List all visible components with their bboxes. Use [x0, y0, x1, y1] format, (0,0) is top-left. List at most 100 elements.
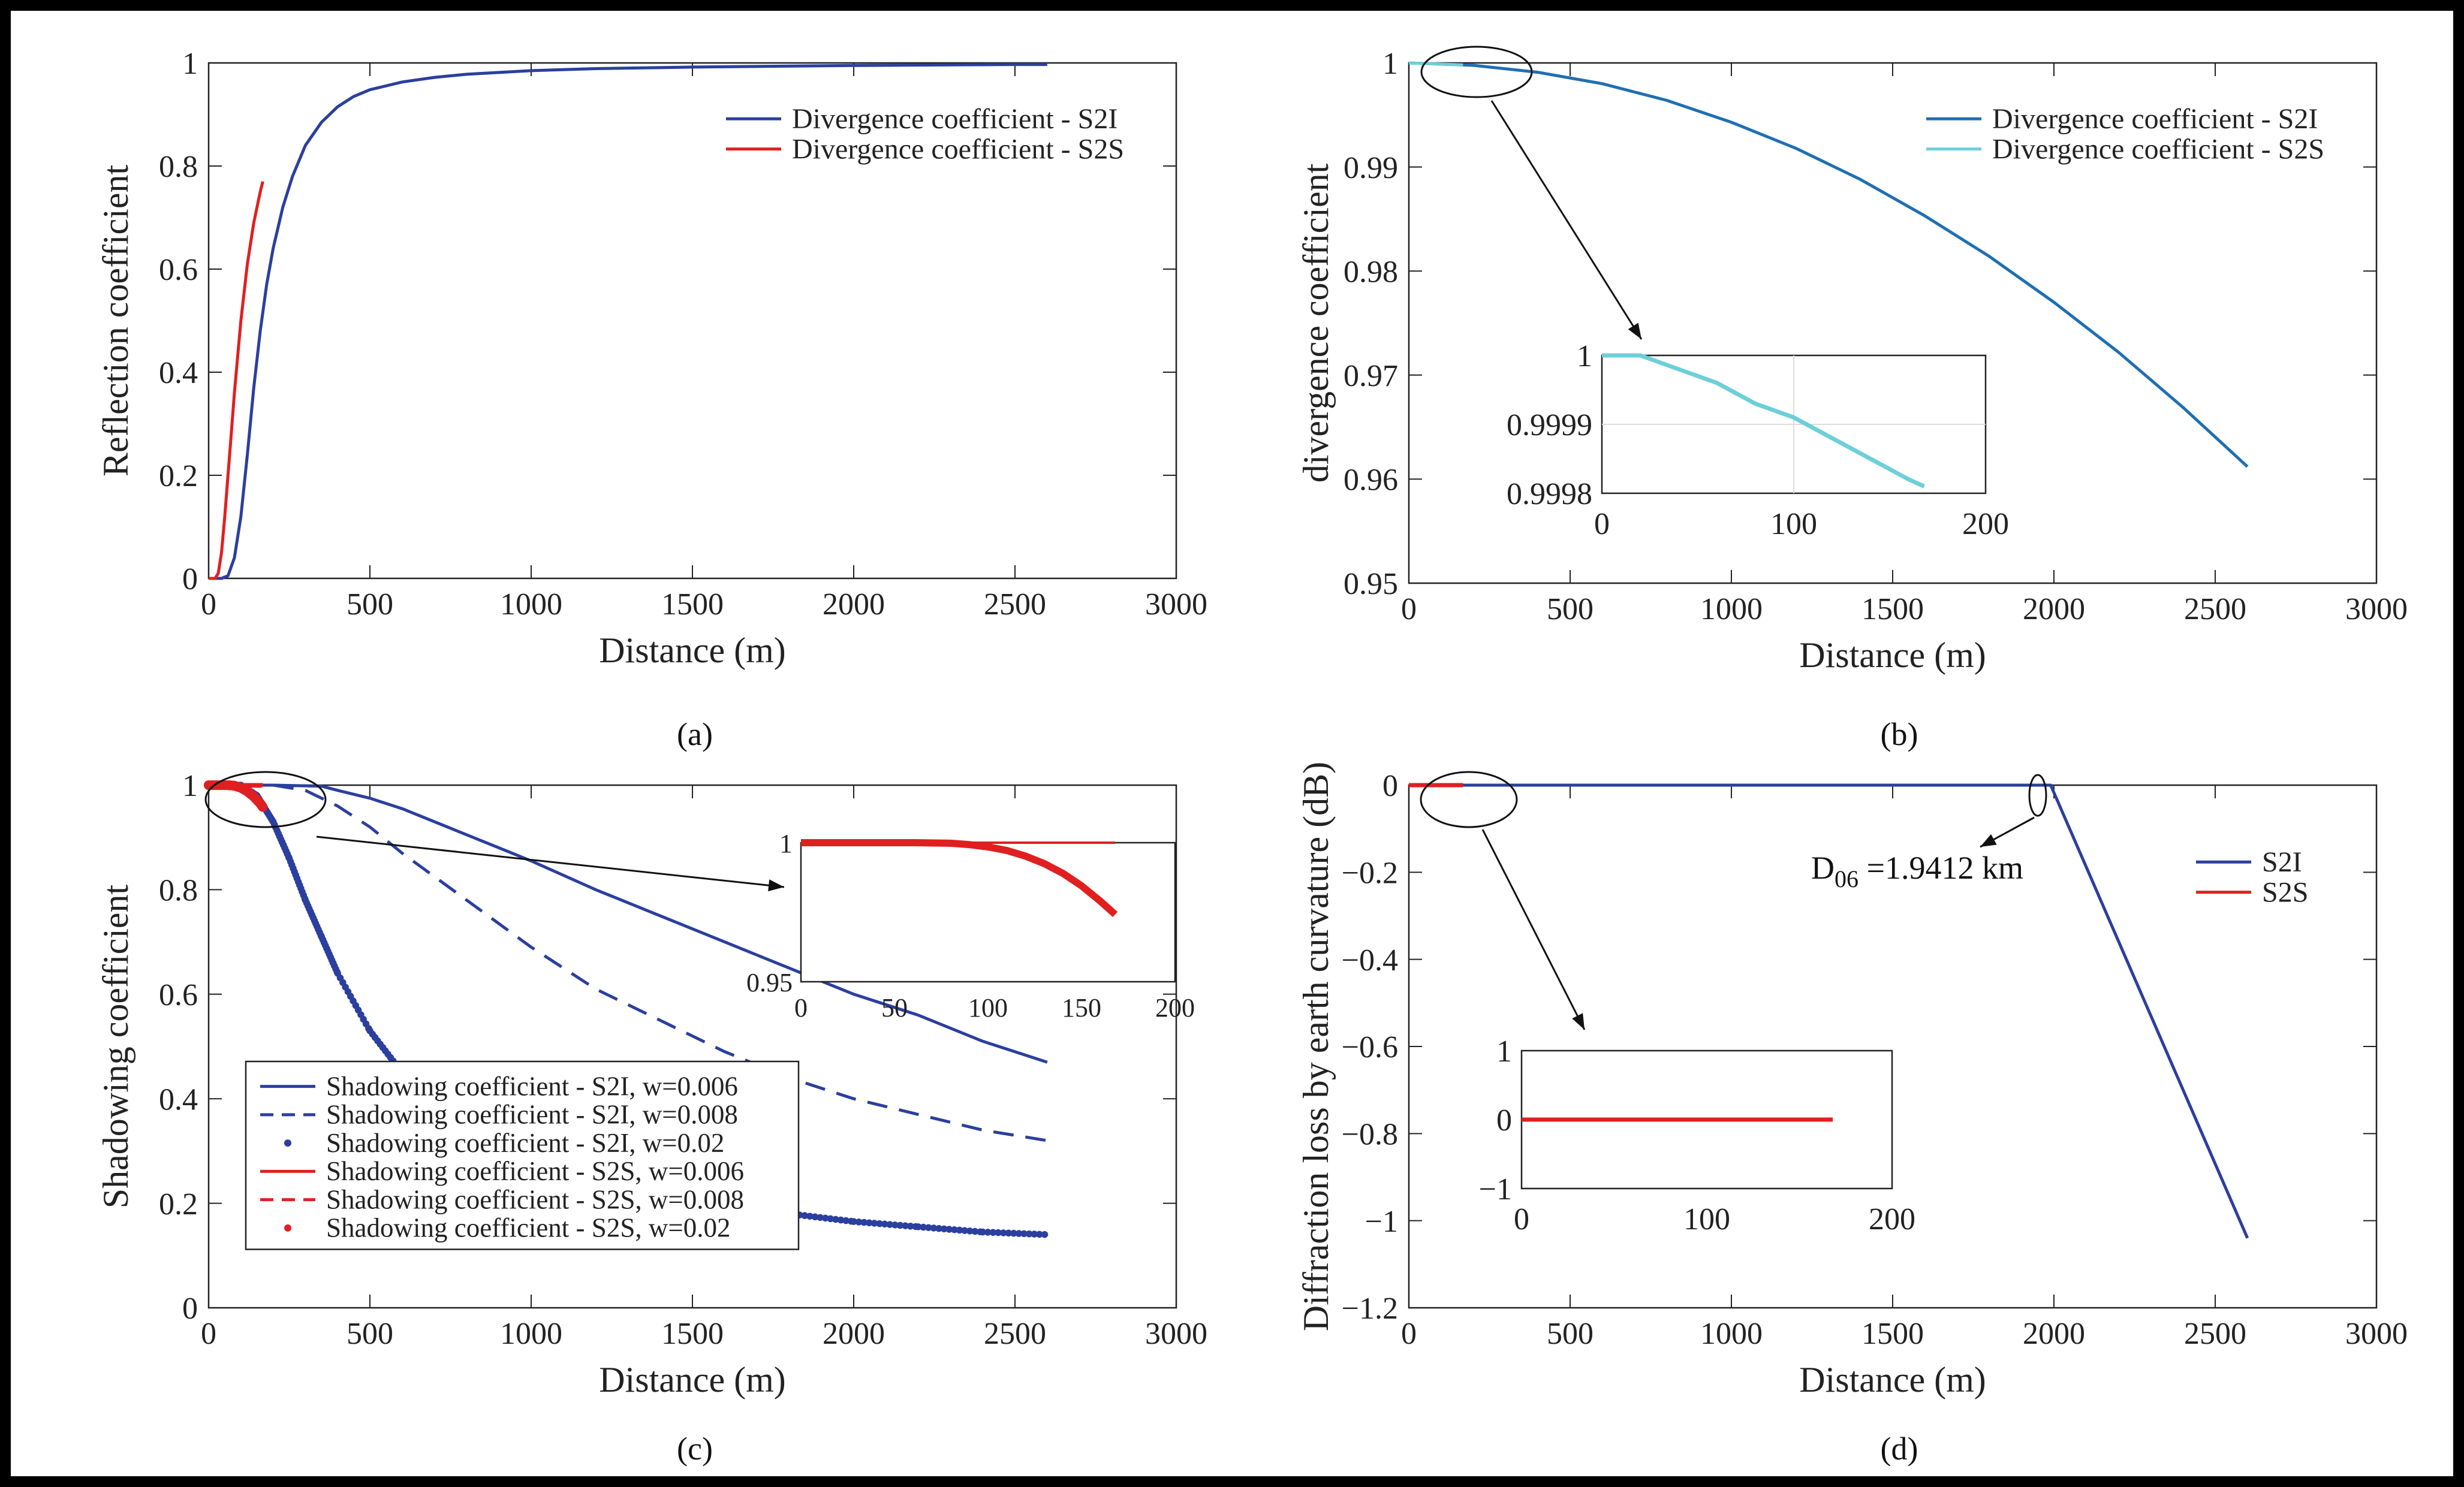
panel-c-series-3-point: [1010, 1229, 1017, 1237]
panel-c-series-3-point: [1020, 1230, 1028, 1238]
panel-c-inset-xtick-label: 0: [794, 993, 808, 1022]
panel-c-legend-label: Shadowing coefficient - S2I, w=0.008: [326, 1100, 738, 1130]
panel-c-series-3-point: [966, 1227, 974, 1235]
panel-b-annotation-arrow: [1490, 100, 1643, 340]
panel-c-series-3-point: [850, 1218, 857, 1225]
panel-d-ylabel: Diffraction loss by earth curvature (dB): [1296, 762, 1336, 1331]
panel-b-inset-ytick-label: 0.9999: [1507, 408, 1592, 442]
panel-d-annotation-arrowhead: [1980, 834, 1997, 847]
panel-c-series-3-point: [811, 1213, 819, 1221]
panel-c-xtick-label: 2000: [823, 1317, 885, 1351]
panel-d-inset-ytick-label: 1: [1496, 1034, 1512, 1069]
panel-c-series-3-point: [951, 1226, 958, 1233]
panel-a-ytick-label: 1: [182, 47, 198, 81]
panel-c-series-3-point: [891, 1221, 899, 1229]
panel-c-legend-label: Shadowing coefficient - S2I, w=0.02: [326, 1128, 724, 1158]
panel-c-series-3-point: [855, 1218, 863, 1226]
panel-c-xtick-label: 3000: [1145, 1317, 1207, 1351]
figure-canvas: 0 500 1000 1500 2000 2500 3000 0 0.2 0.4 0.6 0.8 1 Di…: [11, 11, 2453, 1476]
panel-c-series-3-point: [896, 1221, 904, 1229]
panel-b-inset-series-line: [1602, 353, 1926, 488]
panel-c-series-3-point: [961, 1227, 968, 1234]
caption-b: (b): [1880, 716, 1918, 752]
panel-a-xlabel: Distance (m): [599, 631, 786, 670]
panel-c-annotation-arrow: [316, 836, 785, 888]
panel-c: 0 500 1000 1500 2000 2500 300000.20.40.60.81Di…: [96, 769, 1207, 1399]
panel-b-xtick-label: 1500: [1861, 592, 1924, 626]
panel-b-legend-label: Divergence coefficient - S2I: [1992, 103, 2318, 135]
panel-b-series-1-line: [1408, 61, 2249, 468]
panel-c-xlabel: Distance (m): [599, 1360, 786, 1399]
panel-b-ytick-label: 0.95: [1344, 567, 1398, 601]
panel-d-legend-label: S2S: [2262, 876, 2308, 908]
panel-d-ytick-label: −1: [1365, 1205, 1398, 1239]
panel-b-xtick-label: 2500: [2184, 592, 2246, 626]
panel-c-series-3-point: [842, 1217, 850, 1224]
panel-c-xtick-label: 0: [201, 1317, 216, 1351]
panel-b-inset-xtick-label: 0: [1594, 507, 1610, 541]
panel-c-series-3-point: [989, 1229, 997, 1236]
panel-d-inset-xtick-label: 100: [1683, 1202, 1730, 1236]
panel-c-series-1-line: [209, 783, 1048, 1064]
panel-d-annotation-label: D06 =1.9412 km: [1811, 850, 2023, 892]
panel-c-series-3-point: [902, 1222, 909, 1229]
panel-c-series-3-point: [806, 1212, 814, 1220]
panel-d: 0 500 1000 1500 2000 2500 3000−1.2−1−0.8−0.6−0…: [1296, 762, 2408, 1399]
panel-c-series-3-point: [876, 1220, 883, 1227]
panel-c-xtick-label: 1500: [661, 1317, 724, 1351]
figure-svg: 0 500 1000 1500 2000 2500 300000.20.40.60.81Di…: [96, 46, 2408, 1399]
panel-a-legend-label: Divergence coefficient - S2S: [792, 133, 1124, 165]
panel-a-xtick-label: 1000: [500, 587, 562, 622]
panel-d-annotation-arrow: [1481, 829, 1586, 1030]
panel-a-ytick-label: 0.2: [159, 459, 198, 493]
panel-c-xtick-label: 2500: [984, 1317, 1046, 1351]
panel-c-series-3-point: [940, 1225, 948, 1233]
panel-c-annotation-arrowhead: [768, 879, 784, 892]
panel-b-inset-xtick-label: 200: [1962, 507, 2009, 541]
panel-d-inset-xtick-label: 0: [1514, 1202, 1529, 1236]
panel-b-ytick-label: 0.96: [1344, 463, 1398, 497]
panel-d-ytick-label: −0.6: [1342, 1030, 1398, 1064]
panel-a-series-2-line: [209, 181, 264, 580]
panel-a-xtick-label: 2500: [984, 587, 1046, 622]
panel-d-threshold-ellipse: [2028, 774, 2047, 817]
panel-b-xtick-label: 0: [1401, 592, 1417, 626]
panel-c-series-3-point: [817, 1214, 824, 1221]
panel-b-legend-label: Divergence coefficient - S2S: [1992, 133, 2324, 165]
panel-a-ytick-label: 0: [182, 562, 198, 596]
panel-c-legend-label: Shadowing coefficient - S2S, w=0.006: [326, 1156, 744, 1186]
panel-c-series-3-point: [971, 1227, 979, 1235]
panel-d-xtick-label: 500: [1547, 1317, 1594, 1351]
panel-d-xtick-label: 3000: [2345, 1317, 2408, 1351]
panel-d-ytick-label: −1.2: [1342, 1292, 1398, 1326]
panel-c-series-3-point: [1036, 1230, 1043, 1238]
panel-a-xtick-label: 3000: [1145, 587, 1207, 622]
panel-c-inset-frame: [800, 841, 1176, 983]
panel-c-series-3-point: [984, 1229, 992, 1236]
panel-d-inset-ytick-label: 0: [1496, 1103, 1512, 1138]
panel-a-xtick-label: 0: [201, 587, 216, 622]
panel-b-zoom-ellipse: [1420, 46, 1533, 98]
panel-c-series-2-line: [209, 783, 1048, 1142]
panel-c-series-3-point: [821, 1214, 829, 1222]
panel-d-ytick-label: −0.2: [1342, 856, 1398, 891]
panel-c-ytick-label: 0.8: [159, 874, 198, 908]
panel-c-inset-ytick-label: 1: [779, 829, 793, 858]
panel-c-legend-swatch: [284, 1224, 291, 1232]
panel-c-series-3-point: [866, 1219, 873, 1226]
panel-c-inset-xtick-label: 50: [881, 993, 908, 1022]
panel-c-legend-label: Shadowing coefficient - S2S, w=0.008: [326, 1184, 744, 1214]
panel-b-xtick-label: 1000: [1700, 592, 1763, 626]
panel-d-zoom-ellipse: [1420, 771, 1518, 828]
panel-c-legend-box: [245, 1060, 800, 1250]
panel-d-annotation-arrowhead: [1572, 1013, 1585, 1030]
panel-b-xtick-label: 2000: [2023, 592, 2085, 626]
panel-c-series-3-point: [945, 1226, 953, 1233]
panel-c-xtick-label: 500: [347, 1317, 393, 1351]
panel-c-series-3-point: [870, 1220, 878, 1227]
panel-c-series-3-point: [925, 1224, 932, 1231]
panel-c-series-3-point: [1025, 1230, 1033, 1238]
panel-a-ytick-label: 0.8: [159, 150, 198, 184]
panel-b-ytick-label: 0.99: [1344, 151, 1398, 185]
panel-d-xtick-label: 1000: [1700, 1317, 1763, 1351]
